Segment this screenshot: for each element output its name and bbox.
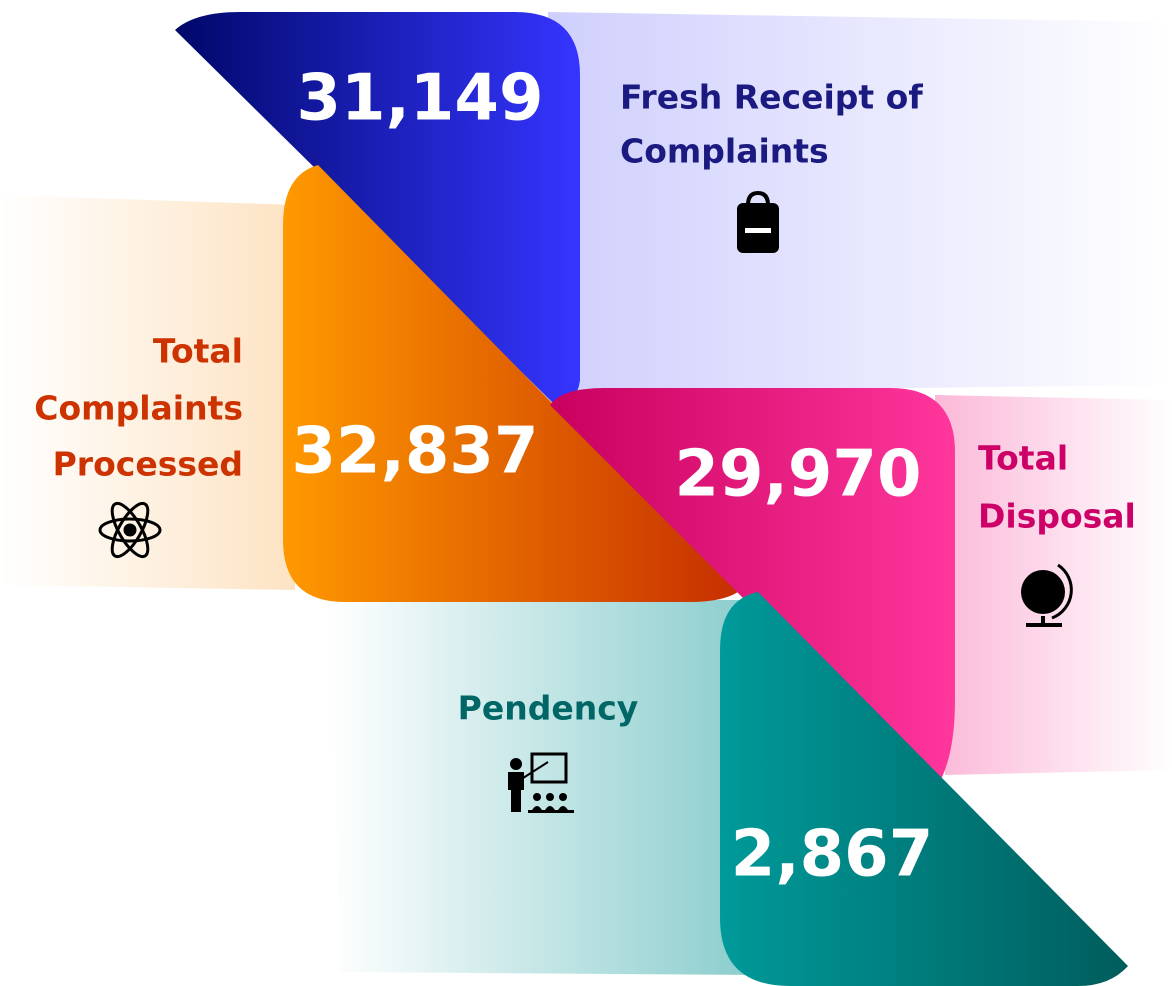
globe-icon [1021,563,1073,627]
value: 31,149 [297,62,544,136]
bag-icon [737,190,779,253]
value: 29,970 [675,438,922,512]
panel-teal [330,600,760,975]
blade-orange [283,165,738,602]
panel-blue [548,12,1172,392]
value: 2,867 [731,818,933,892]
panel-orange [0,195,295,590]
label: Processed [53,445,243,484]
label: Complaints [34,389,243,428]
value: 32,837 [292,415,539,489]
label: Pendency [458,689,639,728]
teacher-icon [508,752,574,813]
label: Complaints [620,132,829,171]
label: Fresh Receipt of [620,78,923,117]
blade-teal [720,592,1128,986]
label: Total [153,332,243,371]
label: Total [978,439,1068,478]
blade-blue [175,12,580,405]
label: Disposal [978,497,1136,536]
atom-icon [98,501,162,559]
